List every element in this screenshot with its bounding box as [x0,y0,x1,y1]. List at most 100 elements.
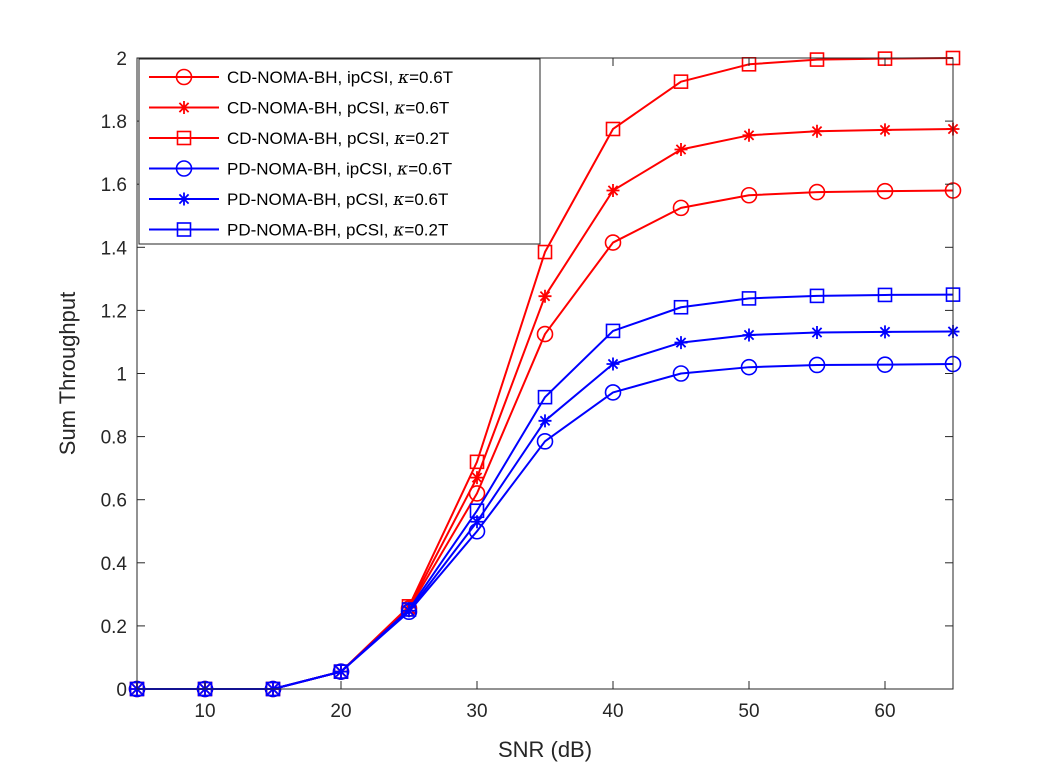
data-point-square-marker [673,74,689,89]
axes-layer: 10 20 30 40 50 60 0 0.2 0.4 0.6 0.8 1 1.2 1.4 1.6 1.8 2 [101,49,954,722]
data-point-square-marker [401,602,417,617]
data-point-circle-marker [536,433,554,450]
legend-square-marker [176,222,192,237]
y-tick-label: 1.4 [101,238,128,259]
legend-label-prefix: CD-NOMA-BH, pCSI, [227,99,394,118]
data-point-square-marker [333,664,349,679]
y-tick-label: 1 [116,365,127,386]
data-point-circle-marker [400,603,418,621]
legend-label: PD-NOMA-BH, pCSI, κ=0.6T [227,190,448,210]
data-point-square-marker [469,454,485,470]
data-point-square-marker [741,291,757,306]
legend-kappa-symbol: κ [392,221,404,241]
legend-label-prefix: CD-NOMA-BH, ipCSI, [227,68,398,87]
data-point-asterisk-marker [606,184,620,198]
legend-item-1: CD-NOMA-BH, ipCSI, κ=0.6T [149,68,453,88]
data-point-square-marker [673,299,689,315]
legend-kappa-symbol: κ [393,99,405,119]
legend-circle-marker [175,160,193,177]
y-tick-label: 0.2 [101,617,127,638]
x-axis-label: SNR (dB) [498,737,592,762]
legend-asterisk-marker [177,192,191,206]
data-point-circle-marker [808,183,826,201]
data-point-asterisk-marker [742,128,756,142]
legend-square-marker [176,130,192,146]
legend-item-4: PD-NOMA-BH, ipCSI, κ=0.6T [149,160,452,180]
legend-label-prefix: CD-NOMA-BH, pCSI, [227,129,394,148]
data-point-circle-marker [536,325,554,343]
y-tick-label: 1.6 [101,175,127,196]
data-point-circle-marker [672,199,690,217]
x-tick-label: 60 [874,701,895,722]
data-point-circle-marker [740,186,758,204]
data-point-square-marker [537,244,553,260]
y-tick-label: 1.8 [101,112,127,133]
legend-asterisk-marker [177,101,191,114]
data-point-asterisk-marker [606,357,620,371]
legend-kappa-symbol: κ [392,190,404,210]
y-axis-label: Sum Throughput [55,292,80,455]
data-point-asterisk-marker [470,471,484,485]
y-tick-label: 0.4 [101,554,128,575]
data-point-circle-marker [604,234,622,251]
data-point-circle-marker [740,358,758,376]
x-tick-label: 20 [330,701,351,722]
legend-circle-marker [175,68,193,86]
legend-item-5: PD-NOMA-BH, pCSI, κ=0.6T [149,190,448,210]
x-tick-label: 50 [738,701,759,722]
legend-item-6: PD-NOMA-BH, pCSI, κ=0.2T [149,221,448,241]
data-point-asterisk-marker [538,414,552,428]
legend-kappa-symbol: κ [397,68,409,88]
y-tick-label: 0.8 [101,428,127,449]
legend-label-prefix: PD-NOMA-BH, ipCSI, [227,160,397,179]
data-point-square-marker [809,288,825,304]
y-tick-label: 0.6 [101,491,127,512]
legend-label-suffix: =0.2T [404,221,448,240]
x-tick-label: 10 [194,701,215,722]
data-point-asterisk-marker [470,515,484,529]
legend-label-suffix: =0.6T [405,99,449,118]
x-tick-label: 30 [466,701,487,722]
data-point-asterisk-marker [810,325,824,339]
legend-label-suffix: =0.6T [409,68,453,87]
data-point-square-marker [469,503,485,519]
data-point-circle-marker [332,663,350,680]
data-point-asterisk-marker [878,325,892,339]
data-point-square-marker [537,389,553,405]
legend-box [138,58,541,245]
data-point-asterisk-marker [538,289,552,303]
data-point-asterisk-marker [742,328,756,342]
data-point-square-marker [877,287,893,303]
y-tick-label: 0 [116,680,127,701]
legend-item-2: CD-NOMA-BH, pCSI, κ=0.6T [149,99,449,119]
x-tick-label: 40 [602,701,623,722]
data-point-circle-marker [604,384,622,401]
legend-label-suffix: =0.6T [404,190,448,209]
legend-label: CD-NOMA-BH, pCSI, κ=0.2T [227,129,449,149]
data-point-asterisk-marker [810,124,824,138]
data-point-square-marker [605,323,621,339]
data-point-circle-marker [808,356,826,374]
legend-item-3: CD-NOMA-BH, pCSI, κ=0.2T [149,129,449,149]
legend-label-prefix: PD-NOMA-BH, pCSI, [227,221,393,240]
data-point-circle-marker [876,356,894,373]
legend-kappa-symbol: κ [393,129,405,149]
data-point-circle-marker [876,182,894,200]
legend-label-suffix: =0.2T [405,129,449,148]
legend-label: PD-NOMA-BH, pCSI, κ=0.2T [227,221,448,241]
data-point-asterisk-marker [674,142,688,156]
y-tick-label: 1.2 [101,301,127,322]
data-point-square-marker [605,121,621,137]
legend-label-suffix: =0.6T [408,160,452,179]
legend-kappa-symbol: κ [396,160,408,180]
legend-label: PD-NOMA-BH, ipCSI, κ=0.6T [227,160,452,180]
data-point-square-marker [809,52,825,67]
legend-label: CD-NOMA-BH, ipCSI, κ=0.6T [227,68,453,88]
data-point-asterisk-marker [674,336,688,350]
data-point-asterisk-marker [878,123,892,137]
data-point-circle-marker [672,365,690,382]
legend-label: CD-NOMA-BH, pCSI, κ=0.6T [227,99,449,119]
y-tick-label: 2 [116,49,127,70]
